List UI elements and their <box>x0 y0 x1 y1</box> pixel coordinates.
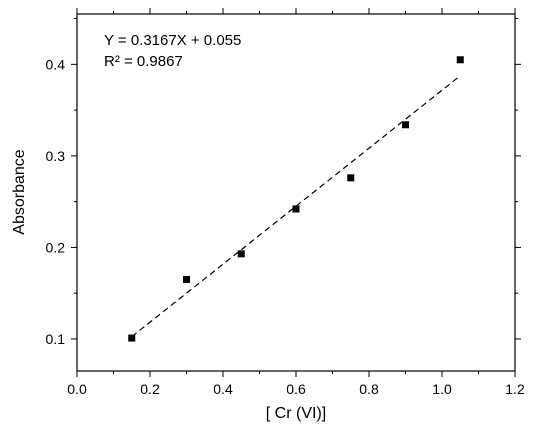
y-tick-label: 0.1 <box>46 331 66 347</box>
y-tick-labels: 0.1 0.2 0.3 0.4 <box>46 56 66 347</box>
x-tick-label: 1.2 <box>505 381 525 397</box>
x-tick-label: 0.6 <box>286 381 306 397</box>
y-tick-label: 0.2 <box>46 239 66 255</box>
data-point <box>128 334 136 342</box>
data-point <box>347 174 355 182</box>
x-tick-label: 1.0 <box>432 381 452 397</box>
equation-annotation: Y = 0.3167X + 0.055 <box>104 32 241 49</box>
data-point <box>292 205 300 213</box>
x-tick-label: 0.4 <box>213 381 233 397</box>
data-point <box>183 275 190 283</box>
x-tick-labels: 0.0 0.2 0.4 0.6 0.8 1.0 1.2 <box>67 381 525 397</box>
data-point <box>456 56 464 64</box>
y-axis-title: Absorbance <box>11 149 28 234</box>
x-axis-title: [ Cr (VI)] <box>266 405 326 422</box>
x-tick-label: 0.8 <box>359 381 379 397</box>
data-point <box>237 250 245 258</box>
axis-ticks <box>71 8 521 377</box>
x-tick-label: 0.2 <box>140 381 160 397</box>
data-points <box>128 56 464 342</box>
data-point <box>402 121 409 129</box>
y-tick-label: 0.4 <box>46 56 66 72</box>
r-squared-annotation: R² = 0.9867 <box>104 53 183 70</box>
x-tick-label: 0.0 <box>67 381 87 397</box>
y-tick-label: 0.3 <box>46 148 66 164</box>
